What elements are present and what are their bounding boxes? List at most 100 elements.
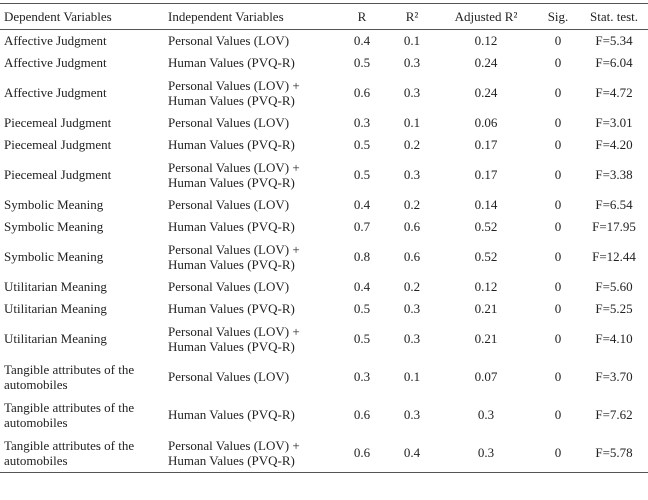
header-row: Dependent Variables Independent Variables… [0,3,648,30]
table-cell: 0 [554,137,562,153]
page: Dependent Variables Independent Variables… [0,3,648,500]
table-cell: 0.6 [336,434,388,473]
table-cell: 0.3 [403,55,421,71]
table-cell: Affective Judgment [4,33,107,49]
table-cell: F=7.62 [595,407,633,423]
table-cell: 0.3 [477,407,495,423]
table-cell: 0.5 [353,167,371,183]
header-cell: Stat. test. [580,3,648,30]
table-cell: 0.3 [403,85,421,101]
results-table: Dependent Variables Independent Variables… [0,3,648,473]
table-cell: Human Values (PVQ-R) [168,219,295,235]
table-cell: 0.6 [353,85,371,101]
table-cell: 0.7 [353,219,371,235]
table-cell: Personal Values (LOV) [168,197,290,213]
table-cell: F=3.01 [595,115,633,131]
table-cell: 0 [554,85,562,101]
table-row: Tangible attributes of the automobiles Pe… [0,434,648,473]
table-row: Piecemeal Judgment Personal Values (LOV) … [0,156,648,194]
table-cell: F=5.34 [595,33,633,49]
table-row: Utilitarian Meaning Human Values (PVQ-R) 0… [0,298,648,320]
table-cell: F=5.25 [595,301,633,317]
table-cell: Personal Values (LOV) + Human Values (PV… [168,241,300,273]
table-cell: 0.21 [474,331,498,347]
table-cell: 0.2 [403,137,421,153]
table-cell: 0.3 [403,301,421,317]
table-cell: 0 [554,167,562,183]
table-cell: 0.4 [353,197,371,213]
table-cell: Personal Values (LOV) [168,115,290,131]
table-cell: Personal Values (LOV) + Human Values (PV… [164,434,336,473]
table-cell: F=4.72 [595,85,633,101]
table-cell: 0.4 [388,434,436,473]
table-header: Dependent Variables Independent Variables… [0,3,648,30]
table-cell: 0.5 [353,137,371,153]
table-cell: 0.52 [474,219,498,235]
table-cell: Personal Values (LOV) + Human Values (PV… [168,323,300,355]
table-cell: 0 [554,331,562,347]
table-cell: 0.21 [474,301,498,317]
table-cell: Piecemeal Judgment [4,137,112,153]
header-cell: R [336,3,388,30]
table-cell: Personal Values (LOV) + Human Values (PV… [168,159,300,191]
table-row: Tangible attributes of the automobiles Pe… [0,358,648,396]
table-cell: 0.17 [474,137,498,153]
table-cell: 0.2 [403,197,421,213]
table-cell: 0.12 [474,279,498,295]
table-cell: Utilitarian Meaning [4,331,107,347]
table-cell: Symbolic Meaning [4,219,104,235]
table-cell: 0.3 [436,434,536,473]
table-cell: 0.3 [403,331,421,347]
table-cell: 0 [554,369,562,385]
table-row: Utilitarian Meaning Personal Values (LOV)… [0,320,648,358]
table-cell: 0.6 [403,249,421,265]
table-row: Symbolic Meaning Personal Values (LOV) + … [0,238,648,276]
table-cell: 0.1 [403,115,421,131]
table-row: Symbolic Meaning Human Values (PVQ-R) 0.7 0… [0,216,648,238]
table-cell: F=4.10 [595,331,633,347]
table-cell: 0.1 [403,33,421,49]
table-cell: Human Values (PVQ-R) [168,137,295,153]
header-cell: Independent Variables [164,3,336,30]
table-cell: 0 [554,279,562,295]
table-cell: 0.07 [474,369,498,385]
table-cell: 0.3 [403,167,421,183]
table-cell: F=5.60 [595,279,633,295]
header-cell: Dependent Variables [0,3,164,30]
table-cell: F=12.44 [592,249,636,265]
table-cell: Tangible attributes of the automobiles [4,399,135,431]
table-cell: 0 [554,33,562,49]
table-cell: F=17.95 [592,219,636,235]
table-cell: Symbolic Meaning [4,197,104,213]
table-cell: 0.8 [353,249,371,265]
table-cell: Human Values (PVQ-R) [168,55,295,71]
table-cell: Personal Values (LOV) + Human Values (PV… [168,77,300,109]
table-cell: 0.06 [474,115,498,131]
table-cell: 0.2 [403,279,421,295]
table-cell: Piecemeal Judgment [4,167,112,183]
table-cell: 0.3 [403,407,421,423]
table-cell: 0.24 [474,85,498,101]
table-cell: 0.14 [474,197,498,213]
table-cell: 0.52 [474,249,498,265]
table-cell: 0.5 [353,301,371,317]
table-cell: 0 [554,249,562,265]
table-cell: 0.12 [474,33,498,49]
table-cell: 0.4 [353,33,371,49]
table-cell: Affective Judgment [4,55,107,71]
table-cell: 0.17 [474,167,498,183]
table-cell: F=3.70 [595,369,633,385]
table-cell: 0 [554,219,562,235]
table-cell: 0 [554,407,562,423]
table-row: Affective Judgment Personal Values (LOV) … [0,74,648,112]
table-row: Affective Judgment Personal Values (LOV) 0… [0,30,648,53]
table-cell: F=6.04 [595,55,633,71]
table-cell: 0 [554,197,562,213]
table-body: Affective Judgment Personal Values (LOV) 0… [0,30,648,473]
table-cell: 0.4 [353,279,371,295]
table-cell: F=6.54 [595,197,633,213]
table-cell: Tangible attributes of the automobiles [4,361,135,393]
table-cell: 0.5 [353,331,371,347]
table-row: Piecemeal Judgment Personal Values (LOV) 0… [0,112,648,134]
table-cell: 0.3 [353,115,371,131]
